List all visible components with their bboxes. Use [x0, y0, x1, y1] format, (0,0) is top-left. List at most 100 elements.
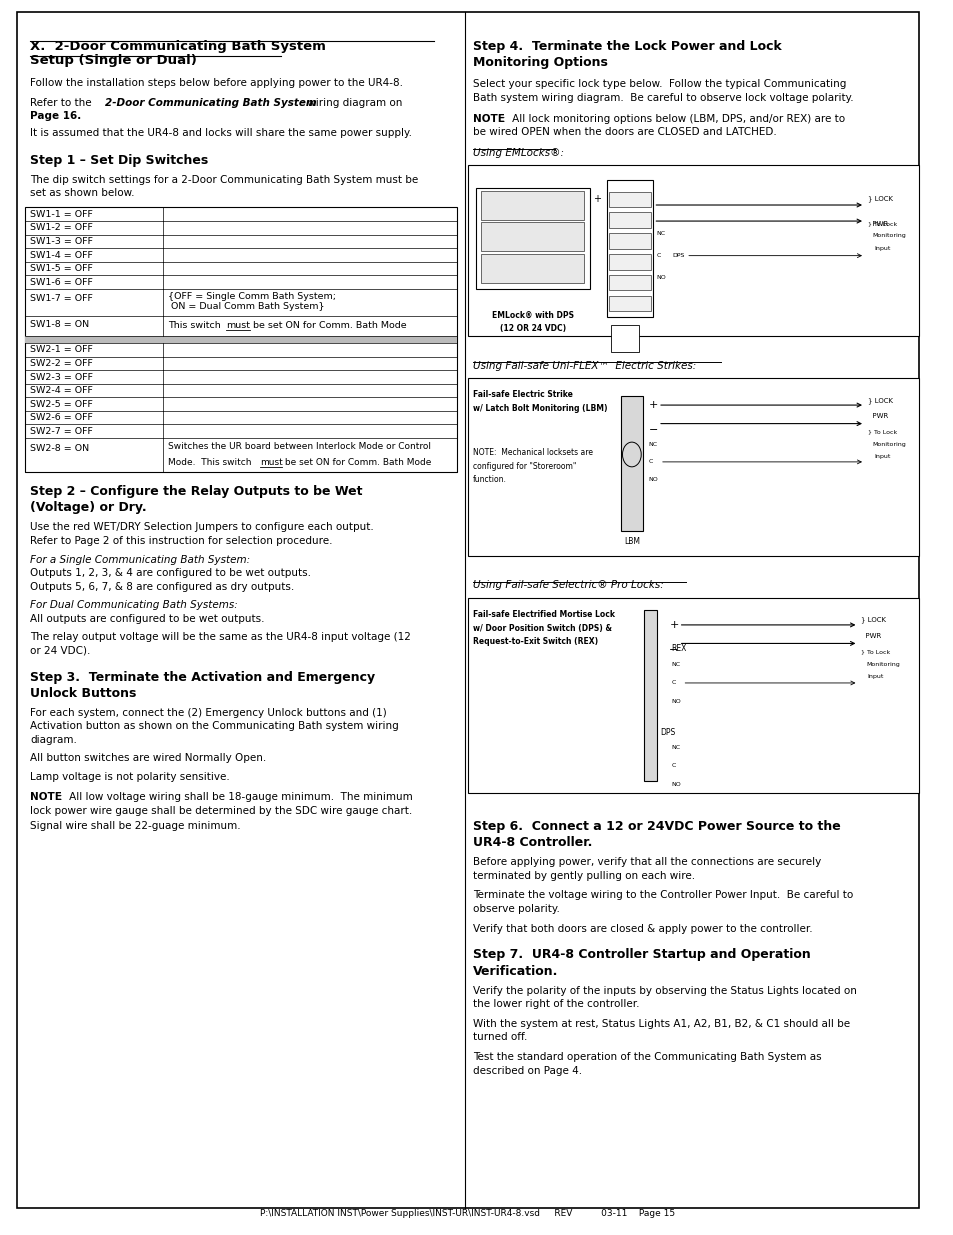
Text: :  All low voltage wiring shall be 18-gauge minimum.  The minimum: : All low voltage wiring shall be 18-gau… [59, 792, 413, 802]
Text: NC: NC [656, 231, 664, 236]
Text: SW2-3 = OFF: SW2-3 = OFF [30, 373, 92, 382]
Text: Using Fail-safe Selectric® Pro Locks:: Using Fail-safe Selectric® Pro Locks: [473, 580, 662, 590]
Text: DPS: DPS [672, 253, 684, 258]
Text: Mode.  This switch: Mode. This switch [168, 458, 254, 467]
Text: X.  2-Door Communicating Bath System: X. 2-Door Communicating Bath System [30, 40, 326, 53]
Text: EMLock® with DPS: EMLock® with DPS [491, 311, 573, 320]
Bar [606, 180, 653, 317]
Text: Fail-safe Electric Strike: Fail-safe Electric Strike [473, 390, 572, 399]
Text: NO: NO [656, 275, 665, 280]
Text: SW1-8 = ON: SW1-8 = ON [30, 320, 89, 329]
Text: terminated by gently pulling on each wire.: terminated by gently pulling on each wir… [473, 871, 694, 881]
Text: turned off.: turned off. [473, 1032, 527, 1042]
Text: NC: NC [648, 442, 658, 447]
Text: Outputs 1, 2, 3, & 4 are configured to be wet outputs.: Outputs 1, 2, 3, & 4 are configured to b… [30, 568, 311, 578]
Text: observe polarity.: observe polarity. [473, 904, 559, 914]
Text: Step 1 – Set Dip Switches: Step 1 – Set Dip Switches [30, 154, 208, 168]
Text: PWR: PWR [867, 221, 887, 226]
Text: configured for "Storeroom": configured for "Storeroom" [473, 462, 576, 471]
Text: UR4-8 Controller.: UR4-8 Controller. [473, 836, 592, 850]
Text: +: + [669, 620, 678, 630]
Text: Follow the installation steps below before applying power to the UR4-8.: Follow the installation steps below befo… [30, 78, 402, 88]
Text: w/ Door Position Switch (DPS) &: w/ Door Position Switch (DPS) & [473, 624, 611, 632]
Text: be wired OPEN when the doors are CLOSED and LATCHED.: be wired OPEN when the doors are CLOSED … [473, 127, 776, 137]
Bar [611, 325, 639, 352]
Text: REX: REX [671, 643, 686, 653]
Text: C: C [656, 253, 659, 258]
Text: :  All lock monitoring options below (LBM, DPS, and/or REX) are to: : All lock monitoring options below (LBM… [501, 114, 844, 124]
Text: With the system at rest, Status Lights A1, A2, B1, B2, & C1 should all be: With the system at rest, Status Lights A… [473, 1019, 849, 1029]
Text: Activation button as shown on the Communicating Bath system wiring: Activation button as shown on the Commun… [30, 721, 398, 731]
Bar [480, 254, 583, 283]
Text: (Voltage) or Dry.: (Voltage) or Dry. [30, 501, 147, 515]
Text: Unlock Buttons: Unlock Buttons [30, 687, 136, 700]
Text: wiring diagram on: wiring diagram on [304, 98, 402, 107]
Text: NO: NO [671, 782, 680, 787]
Text: −: − [669, 645, 678, 655]
Text: SW2-2 = OFF: SW2-2 = OFF [30, 359, 92, 368]
Text: NOTE: NOTE [30, 792, 62, 802]
Bar [468, 378, 919, 556]
Text: Outputs 5, 6, 7, & 8 are configured as dry outputs.: Outputs 5, 6, 7, & 8 are configured as d… [30, 582, 294, 592]
Bar [25, 336, 456, 343]
Text: NO: NO [671, 699, 680, 704]
Text: Fail-safe Electrified Mortise Lock: Fail-safe Electrified Mortise Lock [473, 610, 614, 619]
Text: This switch: This switch [168, 321, 224, 330]
Text: Bath system wiring diagram.  Be careful to observe lock voltage polarity.: Bath system wiring diagram. Be careful t… [473, 93, 853, 103]
Text: SW2-5 = OFF: SW2-5 = OFF [30, 400, 92, 409]
Text: Input: Input [867, 674, 883, 679]
Bar [25, 207, 456, 472]
Text: Before applying power, verify that all the connections are securely: Before applying power, verify that all t… [473, 857, 821, 867]
Text: } LOCK: } LOCK [867, 195, 892, 203]
Text: SW2-4 = OFF: SW2-4 = OFF [30, 387, 92, 395]
Text: SW2-8 = ON: SW2-8 = ON [30, 445, 89, 453]
Text: set as shown below.: set as shown below. [30, 188, 134, 198]
Text: SW1-6 = OFF: SW1-6 = OFF [30, 278, 92, 287]
Text: SW2-7 = OFF: SW2-7 = OFF [30, 427, 92, 436]
Bar [620, 396, 642, 531]
Text: Input: Input [873, 246, 890, 251]
Text: } To Lock: } To Lock [867, 430, 896, 435]
Bar [609, 295, 650, 311]
Text: Test the standard operation of the Communicating Bath System as: Test the standard operation of the Commu… [473, 1052, 821, 1062]
Text: Verification.: Verification. [473, 965, 558, 978]
Text: Monitoring: Monitoring [865, 662, 899, 667]
Text: {OFF = Single Comm Bath System;
 ON = Dual Comm Bath System}: {OFF = Single Comm Bath System; ON = Dua… [168, 291, 335, 311]
Text: −: − [648, 425, 658, 435]
Text: PWR: PWR [867, 414, 887, 419]
Text: SW1-2 = OFF: SW1-2 = OFF [30, 224, 92, 232]
Text: C: C [671, 680, 675, 685]
Text: C: C [671, 763, 675, 768]
Text: NOTE: NOTE [473, 114, 504, 124]
Text: PWR: PWR [861, 634, 881, 638]
Text: SW1-7 = OFF: SW1-7 = OFF [30, 294, 92, 303]
Text: The relay output voltage will be the same as the UR4-8 input voltage (12: The relay output voltage will be the sam… [30, 632, 411, 642]
Bar [609, 275, 650, 290]
Text: NOTE:  Mechanical locksets are: NOTE: Mechanical locksets are [473, 448, 592, 457]
Bar [468, 598, 919, 793]
Text: SW2-1 = OFF: SW2-1 = OFF [30, 346, 92, 354]
Text: Step 2 – Configure the Relay Outputs to be Wet: Step 2 – Configure the Relay Outputs to … [30, 485, 362, 499]
Text: SW1-1 = OFF: SW1-1 = OFF [30, 210, 92, 219]
Bar [609, 191, 650, 207]
Text: Monitoring: Monitoring [872, 233, 905, 238]
Text: It is assumed that the UR4-8 and locks will share the same power supply.: It is assumed that the UR4-8 and locks w… [30, 128, 412, 138]
Text: Verify the polarity of the inputs by observing the Status Lights located on: Verify the polarity of the inputs by obs… [473, 986, 856, 995]
Text: Page 16.: Page 16. [30, 111, 81, 121]
Text: For a Single Communicating Bath System:: For a Single Communicating Bath System: [30, 555, 250, 564]
Text: P:\INSTALLATION INST\Power Supplies\INST-UR\INST-UR4-8.vsd     REV          03-1: P:\INSTALLATION INST\Power Supplies\INST… [260, 1209, 675, 1218]
Text: +: + [648, 400, 658, 410]
Text: For Dual Communicating Bath Systems:: For Dual Communicating Bath Systems: [30, 600, 237, 610]
Text: Input: Input [873, 454, 890, 459]
Text: be set ON for Comm. Bath Mode: be set ON for Comm. Bath Mode [251, 321, 407, 330]
Text: the lower right of the controller.: the lower right of the controller. [473, 999, 639, 1009]
Text: NC: NC [671, 662, 679, 667]
Text: SW1-5 = OFF: SW1-5 = OFF [30, 264, 92, 273]
Text: Request-to-Exit Switch (REX): Request-to-Exit Switch (REX) [473, 637, 598, 646]
Text: Refer to the: Refer to the [30, 98, 94, 107]
Text: function.: function. [473, 475, 506, 484]
Text: NO: NO [648, 477, 658, 482]
Text: Select your specific lock type below.  Follow the typical Communicating: Select your specific lock type below. Fo… [473, 79, 845, 89]
Text: or 24 VDC).: or 24 VDC). [30, 646, 91, 656]
Text: diagram.: diagram. [30, 735, 77, 745]
